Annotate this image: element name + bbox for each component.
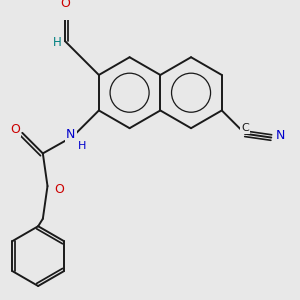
Text: C: C <box>241 123 249 133</box>
Text: O: O <box>10 123 20 136</box>
Text: N: N <box>276 129 285 142</box>
Text: O: O <box>60 0 70 10</box>
Text: H: H <box>53 36 62 50</box>
Text: N: N <box>66 128 76 141</box>
Text: O: O <box>54 183 64 196</box>
Text: H: H <box>78 141 86 151</box>
